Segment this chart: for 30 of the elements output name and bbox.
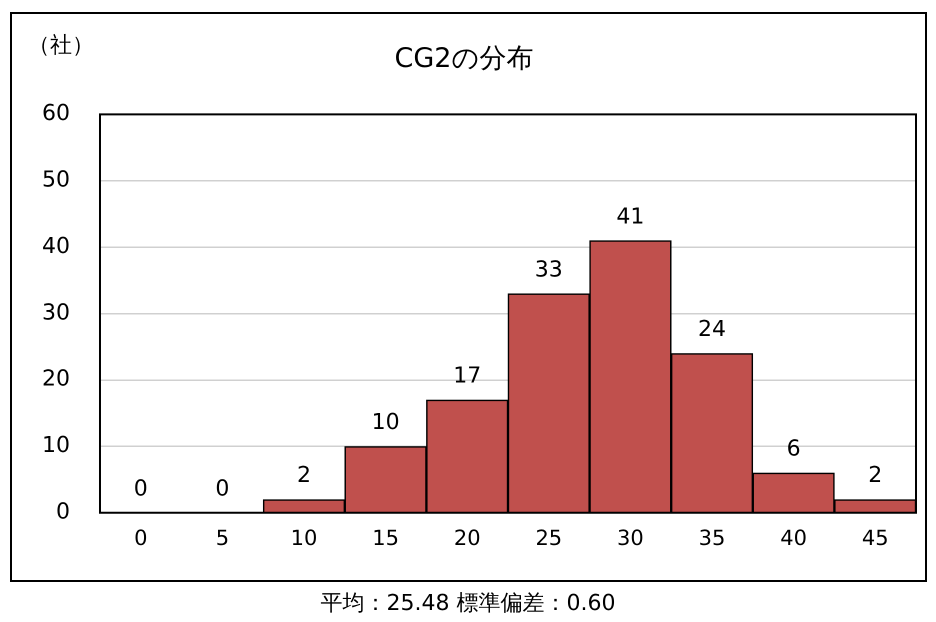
- x-tick-label: 45: [862, 526, 889, 550]
- x-tick-label: 5: [216, 526, 230, 550]
- data-label: 6: [786, 436, 801, 462]
- data-label: 0: [215, 476, 230, 502]
- y-tick-label: 60: [42, 101, 70, 126]
- data-label: 2: [296, 463, 311, 488]
- text: 平均：25.48 標準偏差：0.60: [320, 590, 616, 618]
- x-tick-label: 25: [535, 526, 562, 550]
- y-tick-label: 30: [42, 300, 70, 326]
- x-tick-label: 10: [290, 526, 318, 550]
- data-label: 33: [534, 257, 563, 282]
- y-axis-title: （社）: [28, 32, 94, 60]
- data-label: 2: [868, 463, 882, 488]
- y-tick-label: 20: [42, 366, 70, 392]
- data-label: 17: [453, 364, 482, 389]
- y-tick-label: 50: [42, 168, 70, 193]
- x-tick-label: 15: [372, 526, 399, 550]
- x-tick-label: 20: [454, 526, 481, 550]
- data-label: 0: [134, 476, 148, 502]
- data-label: 10: [372, 410, 400, 436]
- chart-title: CG2の分布: [394, 43, 534, 74]
- x-tick-label: 35: [698, 526, 726, 550]
- x-tick-label: 0: [134, 526, 148, 550]
- data-label: 41: [616, 204, 644, 230]
- y-tick-label: 10: [42, 433, 70, 458]
- data-label: 24: [698, 317, 726, 342]
- y-tick-label: 0: [56, 500, 70, 525]
- x-tick-label: 40: [780, 526, 807, 550]
- x-tick-label: 30: [617, 526, 644, 550]
- y-tick-label: 40: [42, 234, 70, 259]
